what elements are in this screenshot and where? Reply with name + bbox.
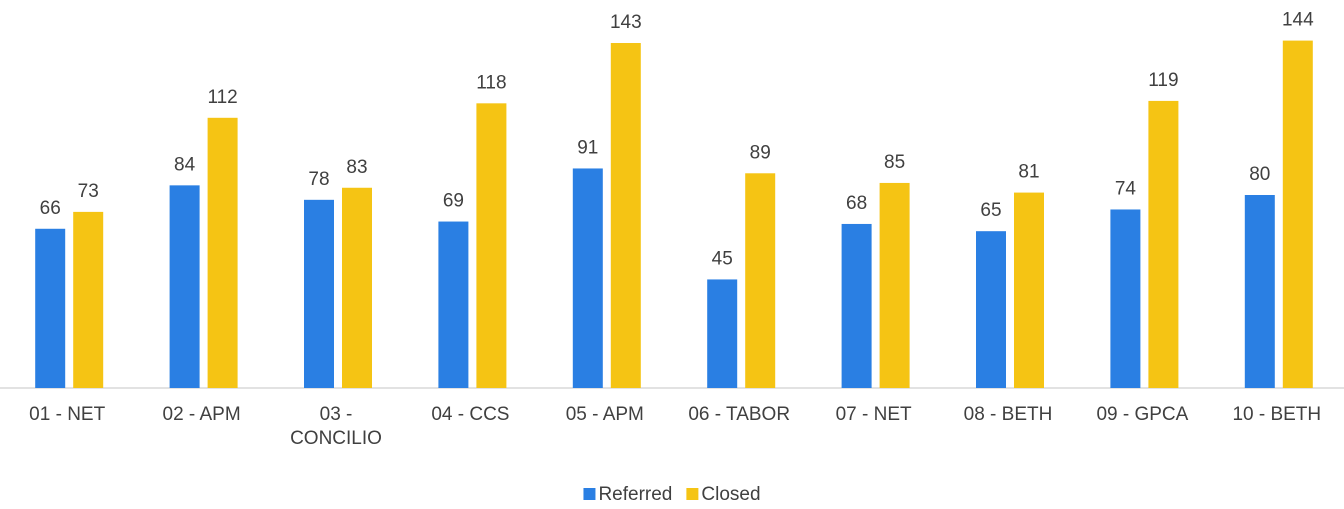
x-tick-label: 03 -CONCILIO [290,404,382,449]
data-label: 119 [1148,70,1178,91]
x-tick-label: 09 - GPCA [1096,404,1188,425]
data-label: 84 [174,154,196,175]
bar [610,43,641,388]
data-label: 69 [443,191,464,212]
bar [1244,195,1275,388]
bar [1110,209,1141,388]
bar [976,231,1006,388]
data-label: 73 [78,181,99,202]
data-label: 143 [610,12,642,33]
bar [841,223,872,388]
x-tick-label: 08 - BETH [964,404,1053,425]
bar [879,182,910,388]
bar [707,279,738,388]
data-label: 144 [1282,10,1314,31]
data-label: 45 [712,248,733,269]
data-label: 81 [1018,162,1039,183]
data-label: 89 [750,142,771,163]
bar [35,228,66,388]
data-label: 118 [476,72,506,93]
legend-label: Referred [598,484,672,505]
bar [342,187,372,388]
bar [169,185,200,388]
data-label: 85 [884,152,905,173]
bar [1014,192,1044,388]
x-tick-label: 10 - BETH [1232,404,1321,425]
bar [1148,100,1179,388]
data-label: 68 [846,193,867,214]
data-label: 112 [207,87,237,108]
bar [304,199,334,388]
data-label: 78 [308,169,329,190]
data-label: 80 [1249,164,1270,185]
data-label: 91 [577,137,598,158]
x-tick-label: 06 - TABOR [688,404,790,425]
x-tick-label: 04 - CCS [431,404,509,425]
data-label: 83 [346,157,367,178]
legend-swatch [583,488,596,500]
data-label: 66 [40,198,61,219]
bar [73,211,104,388]
bar [572,168,603,388]
data-label: 65 [980,200,1001,221]
x-tick-label: 07 - NET [836,404,912,425]
bar [1282,40,1313,388]
x-tick-label: 02 - APM [163,404,241,425]
data-label: 74 [1115,178,1137,199]
bar [438,221,469,388]
legend-swatch [686,488,699,500]
x-tick-label: 01 - NET [29,404,105,425]
bar [476,103,507,388]
bar [745,173,776,388]
x-tick-label: 05 - APM [566,404,644,425]
bar [207,117,238,389]
legend-label: Closed [701,484,760,505]
